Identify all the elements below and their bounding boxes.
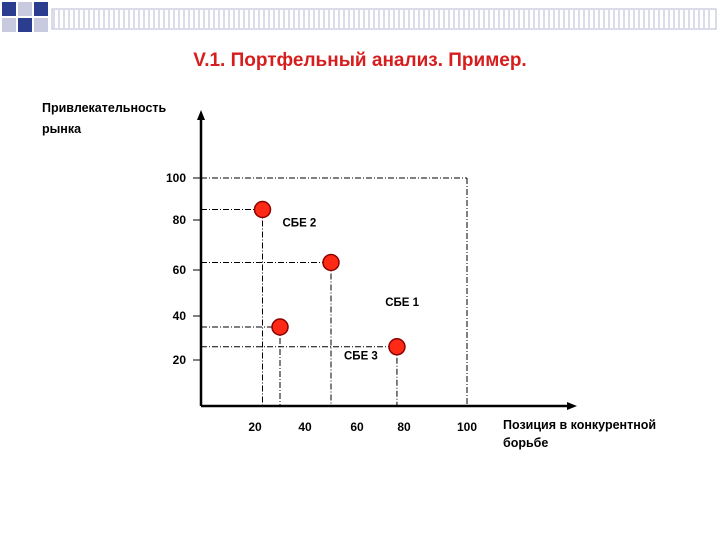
- data-point: [388, 338, 406, 356]
- y-tick-label: 100: [166, 171, 186, 185]
- y-tick-label: 20: [173, 353, 187, 367]
- deco-square: [2, 18, 16, 32]
- x-axis-label: Позиция в конкурентной борьбе: [503, 418, 657, 450]
- x-tick-label: 40: [298, 420, 312, 434]
- deco-square: [18, 18, 32, 32]
- deco-square: [18, 2, 32, 16]
- data-point: [271, 318, 289, 336]
- y-tick-label: 60: [173, 263, 187, 277]
- x-tick-label: 100: [457, 420, 477, 434]
- y-tick-label: 80: [173, 213, 187, 227]
- x-tick-label: 80: [397, 420, 411, 434]
- point-annotation: СБЕ 2: [283, 218, 317, 230]
- x-tick-label: 60: [350, 420, 364, 434]
- y-tick-label: 40: [173, 309, 187, 323]
- data-point: [322, 253, 340, 272]
- point-annotation: СБЕ 1: [385, 297, 419, 309]
- deco-square: [34, 2, 48, 16]
- y-axis-label: Привлекательность рынка: [42, 101, 167, 136]
- page-title: V.1. Портфельный анализ. Пример.: [193, 50, 527, 71]
- decorative-squares: [2, 2, 717, 32]
- point-annotation: СБЕ 3: [344, 351, 378, 363]
- x-tick-label: 20: [248, 420, 262, 434]
- deco-square: [34, 18, 48, 32]
- data-point: [253, 200, 272, 219]
- deco-square: [2, 2, 16, 16]
